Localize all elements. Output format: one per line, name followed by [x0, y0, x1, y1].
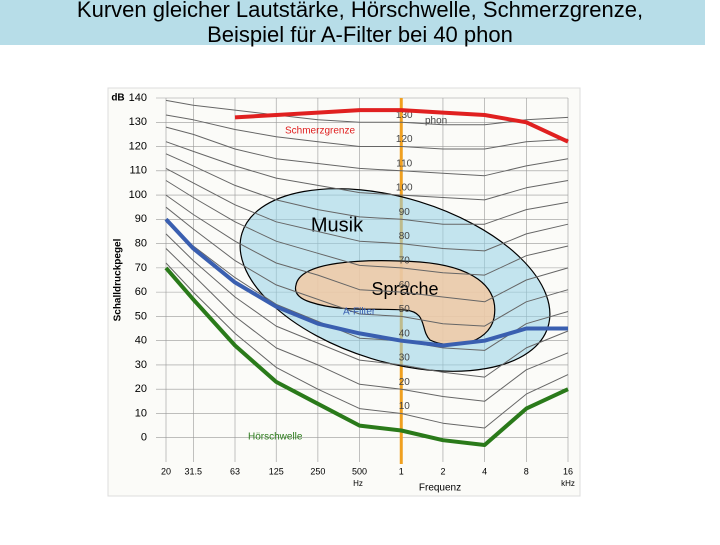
x-tick-label: 500: [352, 466, 367, 476]
y-tick-label: 30: [135, 359, 147, 371]
y-tick-label: 0: [141, 432, 147, 444]
x-tick-label: 1: [399, 466, 404, 476]
series-line: [164, 266, 569, 447]
y-tick-label: 110: [129, 165, 147, 177]
y-unit: dB: [111, 93, 124, 104]
y-tick-label: 90: [135, 213, 147, 225]
series-line: [165, 221, 569, 351]
phon-label: 30: [399, 353, 411, 364]
y-axis-label: Schalldruckpegel: [113, 238, 124, 321]
y-tick-label: 60: [135, 286, 147, 298]
phon-label: 90: [399, 207, 411, 218]
series-line: [165, 153, 569, 225]
series-line: [165, 180, 569, 276]
phon-label: 70: [399, 256, 411, 267]
title-banner: [0, 0, 705, 45]
series-line: [165, 126, 569, 177]
x-unit: Hz: [353, 479, 363, 488]
x-tick-label: 20: [161, 466, 171, 476]
x-tick-label: 125: [269, 466, 284, 476]
phon-label: 40: [399, 328, 411, 339]
y-tick-label: 100: [129, 189, 147, 201]
phon-label: 80: [399, 231, 411, 242]
x-tick-label: 250: [310, 466, 325, 476]
x-tick-label: 2: [440, 466, 445, 476]
y-tick-label: 120: [129, 140, 147, 152]
title-line: Kurven gleicher Lautstärke, Hörschwelle,…: [77, 0, 643, 22]
phon-label: 110: [396, 158, 412, 169]
y-tick-label: 10: [135, 407, 147, 419]
y-tick-label: 140: [129, 92, 147, 104]
series-label: Hörschwelle: [248, 432, 303, 443]
phon-label: 120: [396, 134, 413, 145]
title-line: Beispiel für A-Filter bei 40 phon: [207, 22, 513, 47]
series-line: [164, 217, 568, 348]
phon-label: 10: [399, 401, 411, 412]
y-tick-label: 130: [129, 116, 147, 128]
series-label: A-Filter: [343, 307, 376, 318]
series-line: [234, 108, 569, 144]
phon-label: 20: [399, 377, 411, 388]
phon-label: 100: [396, 183, 413, 194]
region-label: Musik: [311, 214, 364, 236]
phon-label: 130: [396, 110, 413, 121]
x-unit: kHz: [561, 479, 575, 488]
series-line: [165, 114, 569, 150]
x-axis-label: Frequenz: [419, 483, 461, 494]
series-line: [165, 99, 569, 126]
x-tick-label: 31.5: [185, 466, 203, 476]
y-tick-label: 20: [135, 383, 147, 395]
series-line: [165, 233, 569, 378]
x-tick-label: 8: [524, 466, 529, 476]
y-tick-label: 40: [135, 335, 147, 347]
y-tick-label: 50: [135, 310, 147, 322]
x-tick-label: 63: [230, 466, 240, 476]
series-line: [165, 194, 569, 303]
series-line: [165, 141, 569, 201]
y-tick-label: 70: [135, 262, 147, 274]
region-label: Sprache: [371, 279, 438, 299]
phon-label: 50: [399, 304, 411, 315]
x-tick-label: 16: [563, 466, 573, 476]
series-line: [165, 262, 569, 429]
y-tick-label: 80: [135, 238, 147, 250]
series-line: [165, 167, 569, 252]
series-line: [165, 206, 569, 327]
phon-label: 60: [399, 280, 411, 291]
phon-unit: phon: [425, 116, 447, 127]
series-label: Schmerzgrenze: [285, 126, 355, 137]
x-tick-label: 4: [482, 466, 487, 476]
series-line: [165, 248, 569, 402]
